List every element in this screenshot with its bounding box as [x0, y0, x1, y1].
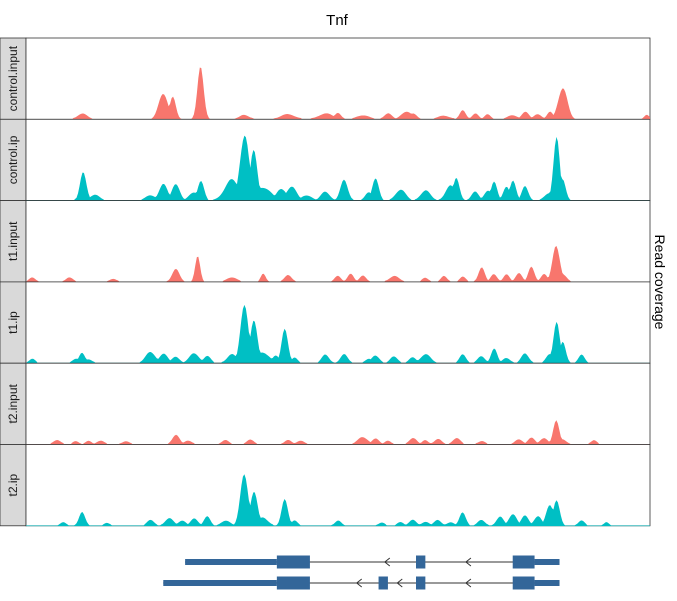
utr-block [185, 559, 277, 565]
panel-frame [25, 362, 651, 445]
panel-t1-ip: t1.ip [0, 281, 651, 364]
panel-frame [25, 444, 651, 527]
y-axis-label: Read coverage [652, 235, 668, 330]
panel-group: control.input control.ip t1.input t1.ip t2.i… [0, 37, 651, 527]
transcript-2 [163, 576, 560, 590]
strand-arrow-icon [465, 557, 472, 567]
panel-strip [0, 444, 27, 527]
exon-block [276, 576, 310, 590]
panel-label: t1.input [6, 221, 20, 261]
panel-label: control.input [6, 45, 20, 111]
exon-block [512, 555, 535, 569]
panel-frame [25, 281, 651, 364]
exon-block [276, 555, 310, 569]
panel-strip [0, 281, 27, 364]
panel-label: t2.input [6, 384, 20, 424]
strand-arrow-icon [383, 557, 391, 567]
panel-strip [0, 362, 27, 445]
utr-block [534, 559, 560, 565]
gene-track [163, 555, 560, 590]
panel-strip [0, 200, 27, 283]
exon-block [512, 576, 535, 590]
strand-arrow-icon [465, 578, 472, 588]
exon-block [416, 555, 426, 569]
plot-title: Tnf [326, 12, 349, 29]
panel-frame [25, 37, 651, 120]
coverage-area-ip [26, 135, 650, 201]
exon-block [416, 576, 426, 590]
transcript-1 [185, 555, 560, 569]
strand-arrow-icon [396, 578, 403, 588]
panel-control-input: control.input [0, 37, 651, 120]
panel-label: t1.ip [6, 311, 20, 334]
utr-block [163, 580, 277, 586]
exon-block [378, 576, 388, 590]
strand-arrow-icon [355, 578, 363, 588]
coverage-area-input [26, 420, 650, 445]
panel-label: control.ip [6, 135, 20, 184]
panel-frame [25, 118, 651, 202]
panel-strip [0, 118, 27, 202]
panel-t2-ip: t2.ip [0, 444, 651, 527]
panel-t2-input: t2.input [0, 362, 651, 445]
panel-control-ip: control.ip [0, 118, 651, 202]
panel-t1-input: t1.input [0, 200, 651, 283]
coverage-area-ip [26, 304, 650, 364]
panel-label: t2.ip [6, 473, 20, 496]
utr-block [534, 580, 560, 586]
